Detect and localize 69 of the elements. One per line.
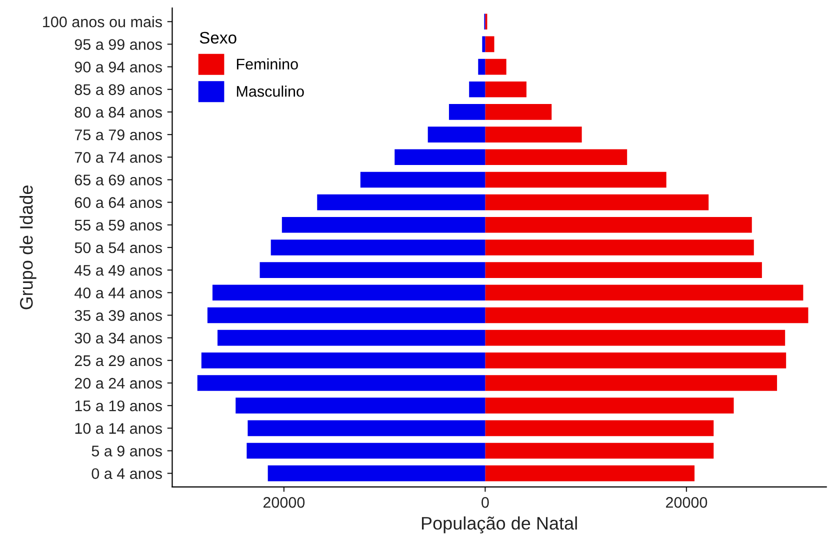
x-axis-title: População de Natal (422, 516, 577, 534)
bar (212, 284, 486, 301)
y-tick-label: 55 a 59 anos (74, 220, 162, 231)
y-tick-label: 85 a 89 anos (74, 84, 162, 96)
bar (485, 194, 709, 210)
y-tick-label: 20 a 24 anos (74, 378, 162, 389)
bar (394, 149, 486, 166)
y-tick-label: 15 a 19 anos (75, 400, 162, 412)
y-tick-label: 10 a 14 anos (75, 423, 162, 434)
bar (485, 126, 582, 142)
bar (478, 58, 486, 75)
bar (260, 262, 486, 278)
y-tick-label: 0 a 4 anos (92, 468, 162, 480)
bar (201, 352, 486, 368)
y-tick-label: 50 a 54 anos (74, 242, 162, 254)
bar (485, 36, 494, 52)
bar (218, 330, 486, 346)
bar (485, 442, 714, 459)
bar (485, 352, 786, 368)
bar (482, 36, 486, 52)
bar (282, 216, 486, 233)
x-tick-label: 0 (482, 497, 489, 508)
bar (485, 375, 778, 391)
bar (485, 420, 714, 436)
bar (485, 307, 808, 324)
x-tick-label: 20000 (666, 497, 708, 508)
bar (485, 262, 762, 278)
bar (197, 375, 486, 391)
bar (485, 216, 752, 233)
y-tick-label: 5 a 9 anos (92, 446, 162, 456)
bar (207, 307, 486, 324)
y-tick-label: 45 a 49 anos (74, 264, 162, 276)
y-tick-label: 70 a 74 anos (74, 152, 162, 163)
bar (236, 398, 486, 414)
bar (248, 420, 486, 436)
y-tick-label: 25 a 29 anos (74, 355, 162, 366)
bar (485, 240, 754, 256)
bar (360, 172, 486, 188)
bar (246, 442, 486, 459)
y-tick-label: 95 a 99 anos (74, 39, 162, 50)
bar (469, 81, 486, 98)
bar (485, 104, 552, 120)
x-tick-label: 20000 (263, 497, 305, 508)
y-axis-title: Grupo de Idade (20, 186, 36, 310)
y-tick-label: 40 a 44 anos (74, 288, 162, 298)
legend-title: Sexo (200, 32, 236, 44)
bar (485, 149, 628, 166)
bar (268, 465, 486, 482)
bar (485, 465, 695, 482)
legend-label: Feminino (236, 58, 298, 70)
bar (448, 104, 486, 120)
y-tick-label: 75 a 79 anos (74, 129, 162, 140)
bar (270, 240, 486, 256)
y-tick-label: 80 a 84 anos (74, 106, 162, 118)
bar (428, 126, 486, 142)
bar (485, 81, 526, 98)
y-tick-label: 30 a 34 anos (74, 332, 162, 344)
bar (485, 172, 666, 188)
bar (317, 194, 486, 210)
legend-label: Masculino (236, 86, 304, 97)
y-tick-label: 65 a 69 anos (74, 174, 162, 186)
y-tick-label: 90 a 94 anos (74, 62, 162, 72)
y-tick-label: 100 anos ou mais (43, 16, 162, 28)
y-tick-label: 35 a 39 anos (74, 310, 162, 321)
bar (485, 398, 734, 414)
bar (485, 330, 786, 346)
bar (485, 284, 804, 301)
y-tick-label: 60 a 64 anos (74, 197, 162, 208)
bar (485, 58, 506, 75)
